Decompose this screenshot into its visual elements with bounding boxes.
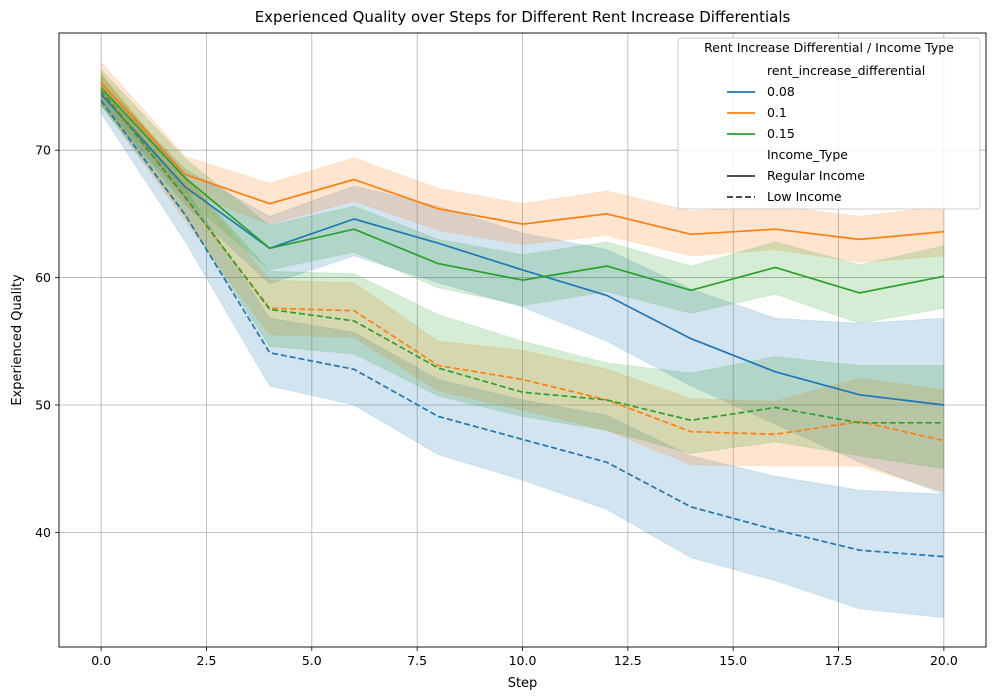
y-tick-label: 70 [35,143,51,158]
legend-title: Rent Increase Differential / Income Type [704,40,954,55]
legend: Rent Increase Differential / Income Type… [677,37,981,210]
legend-label: Low Income [767,189,842,204]
x-tick-label: 12.5 [614,653,642,668]
legend-hue-header: rent_increase_differential [767,63,925,78]
ci-band-0_15-regular-income [100,68,945,324]
ci-band-0_08-low-income [100,86,945,619]
y-axis-label: Experienced Quality [10,274,25,406]
ci-band-0_1-regular-income [100,61,945,263]
x-tick-label: 7.5 [407,653,427,668]
series-line-0_08-regular-income [100,93,945,406]
x-tick-label: 20.0 [930,653,958,668]
x-tick-label: 10.0 [509,653,537,668]
series-line-0_15-low-income [100,89,944,424]
x-tick-label: 0.0 [91,653,111,668]
series-lines [100,82,945,558]
series-line-0_1-regular-income [100,82,944,241]
legend-box [677,37,981,210]
x-axis-label: Step [508,676,538,691]
x-axis-ticks: 0.0 2.5 5.0 7.5 10.0 12.5 15.0 17.5 20.0 [91,647,958,668]
series-line-0_15-regular-income [100,87,945,294]
ci-band-0_1-low-income [100,72,945,493]
x-tick-label: 17.5 [825,653,853,668]
legend-label: 0.15 [767,126,795,141]
legend-items: 0.08 0.1 0.15 Regular Income Low Income [727,84,865,204]
x-tick-label: 15.0 [719,653,747,668]
y-tick-label: 40 [35,525,51,540]
ci-band-0_15-low-income [100,73,945,470]
legend-style-header: Income_Type [767,147,848,162]
y-tick-label: 60 [35,270,51,285]
legend-label: Regular Income [767,168,865,183]
y-axis-ticks: 40 50 60 70 [35,143,59,540]
y-tick-label: 50 [35,397,51,412]
confidence-bands [100,61,945,619]
x-tick-label: 5.0 [302,653,322,668]
chart-title: Experienced Quality over Steps for Diffe… [255,8,791,26]
legend-label: 0.1 [767,105,787,120]
legend-label: 0.08 [767,84,795,99]
x-tick-label: 2.5 [197,653,217,668]
